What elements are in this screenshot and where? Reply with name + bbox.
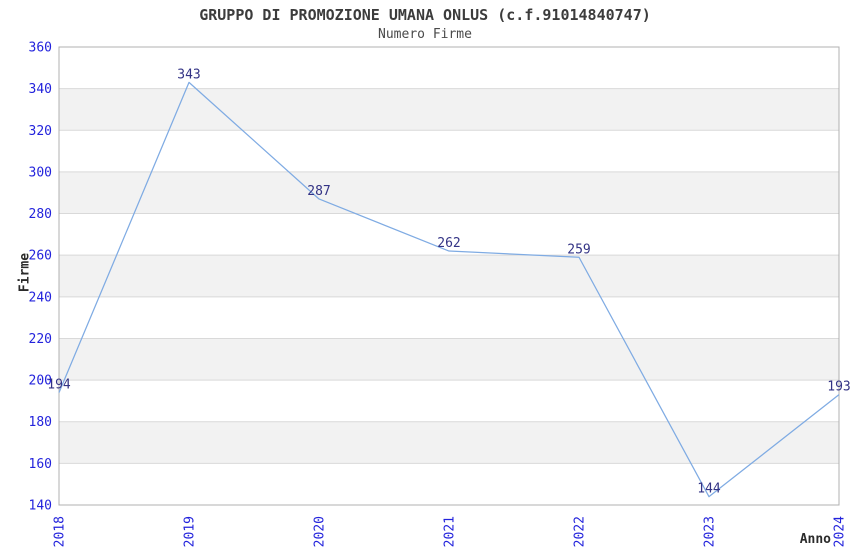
y-tick-label: 160 bbox=[29, 457, 52, 472]
x-tick-label: 2023 bbox=[703, 516, 718, 547]
y-tick-label: 260 bbox=[29, 249, 52, 264]
y-tick-label: 140 bbox=[29, 499, 52, 514]
data-label: 262 bbox=[437, 236, 460, 251]
x-tick-label: 2021 bbox=[443, 516, 458, 547]
grid-band bbox=[59, 338, 839, 381]
y-tick-label: 280 bbox=[29, 207, 52, 222]
data-label: 259 bbox=[567, 242, 590, 257]
x-tick-label: 2019 bbox=[183, 516, 198, 547]
y-tick-label: 200 bbox=[29, 374, 52, 389]
y-axis-title: Firme bbox=[17, 252, 33, 293]
chart-subtitle: Numero Firme bbox=[378, 27, 472, 42]
x-axis-title: Anno bbox=[799, 532, 831, 547]
grid-band bbox=[59, 171, 839, 214]
x-tick-label: 2020 bbox=[313, 516, 328, 547]
data-label: 343 bbox=[177, 67, 200, 82]
x-tick-label: 2024 bbox=[833, 516, 848, 547]
data-label: 287 bbox=[307, 184, 330, 199]
y-tick-label: 240 bbox=[29, 290, 52, 305]
grid-band bbox=[59, 421, 839, 464]
y-tick-label: 300 bbox=[29, 165, 52, 180]
chart-title: GRUPPO DI PROMOZIONE UMANA ONLUS (c.f.91… bbox=[199, 6, 651, 24]
x-tick-label: 2018 bbox=[53, 516, 68, 547]
data-label: 194 bbox=[47, 378, 71, 393]
data-label: 144 bbox=[697, 482, 721, 497]
y-tick-label: 340 bbox=[29, 82, 52, 97]
y-tick-label: 320 bbox=[29, 124, 52, 139]
x-tick-label: 2022 bbox=[573, 516, 588, 547]
data-label: 193 bbox=[827, 380, 850, 395]
y-tick-label: 220 bbox=[29, 332, 52, 347]
y-tick-label: 180 bbox=[29, 415, 52, 430]
grid-band bbox=[59, 255, 839, 297]
plot-border bbox=[58, 46, 840, 506]
series-line bbox=[58, 81, 840, 498]
grid-band bbox=[59, 88, 839, 131]
y-tick-label: 360 bbox=[29, 41, 52, 56]
